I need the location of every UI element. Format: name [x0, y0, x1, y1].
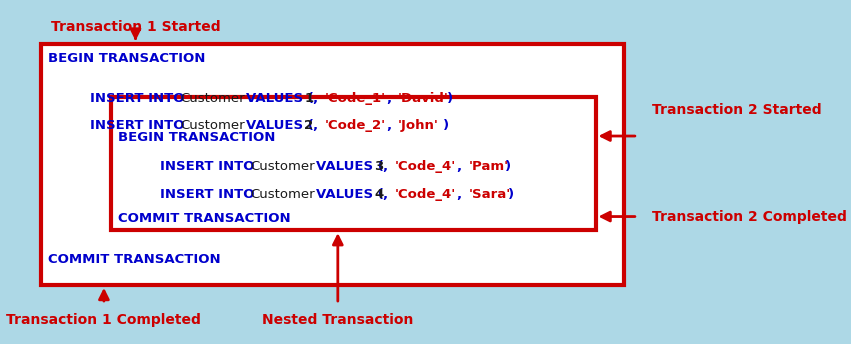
Text: ,: , — [457, 188, 467, 201]
Text: VALUES (: VALUES ( — [246, 92, 314, 105]
Text: ,: , — [312, 119, 323, 132]
Text: COMMIT TRANSACTION: COMMIT TRANSACTION — [118, 212, 290, 225]
Bar — [111, 97, 596, 230]
Text: 'David': 'David' — [398, 92, 449, 105]
Text: ,: , — [383, 188, 392, 201]
Text: 'John': 'John' — [398, 119, 439, 132]
Text: ,: , — [312, 92, 323, 105]
Text: 'Code_2': 'Code_2' — [324, 119, 386, 132]
Text: Transaction 2 Completed: Transaction 2 Completed — [652, 209, 847, 224]
Text: ,: , — [387, 92, 397, 105]
Text: Customer: Customer — [180, 92, 244, 105]
Text: ,: , — [457, 160, 467, 173]
Text: 'Sara': 'Sara' — [468, 188, 511, 201]
Text: VALUES (: VALUES ( — [316, 160, 384, 173]
Text: ): ) — [443, 119, 449, 132]
Text: VALUES (: VALUES ( — [316, 188, 384, 201]
Text: BEGIN TRANSACTION: BEGIN TRANSACTION — [118, 131, 276, 144]
Text: 'Pam': 'Pam' — [468, 160, 509, 173]
Text: 'Code_4': 'Code_4' — [395, 188, 456, 201]
Text: ,: , — [387, 119, 397, 132]
Text: ): ) — [505, 160, 511, 173]
Text: Customer: Customer — [180, 119, 244, 132]
Text: ): ) — [448, 92, 454, 105]
Text: INSERT INTO: INSERT INTO — [160, 160, 254, 173]
Text: Customer: Customer — [250, 160, 315, 173]
Text: BEGIN TRANSACTION: BEGIN TRANSACTION — [48, 52, 205, 65]
Text: 4: 4 — [374, 188, 384, 201]
Text: ): ) — [508, 188, 514, 201]
Text: 3: 3 — [374, 160, 384, 173]
Text: VALUES (: VALUES ( — [246, 119, 314, 132]
Bar — [41, 44, 624, 285]
Text: 'Code_1': 'Code_1' — [324, 92, 386, 105]
Text: Transaction 1 Completed: Transaction 1 Completed — [7, 313, 202, 327]
Text: INSERT INTO: INSERT INTO — [160, 188, 254, 201]
Text: Transaction 1 Started: Transaction 1 Started — [51, 20, 220, 33]
Text: ,: , — [383, 160, 392, 173]
Text: Nested Transaction: Nested Transaction — [262, 313, 414, 327]
Text: INSERT INTO: INSERT INTO — [90, 119, 185, 132]
Text: COMMIT TRANSACTION: COMMIT TRANSACTION — [48, 253, 220, 266]
Text: 2: 2 — [304, 119, 313, 132]
Text: Customer: Customer — [250, 188, 315, 201]
Text: INSERT INTO: INSERT INTO — [90, 92, 185, 105]
Text: 'Code_4': 'Code_4' — [395, 160, 456, 173]
Text: Transaction 2 Started: Transaction 2 Started — [652, 103, 821, 117]
Text: 1: 1 — [304, 92, 313, 105]
